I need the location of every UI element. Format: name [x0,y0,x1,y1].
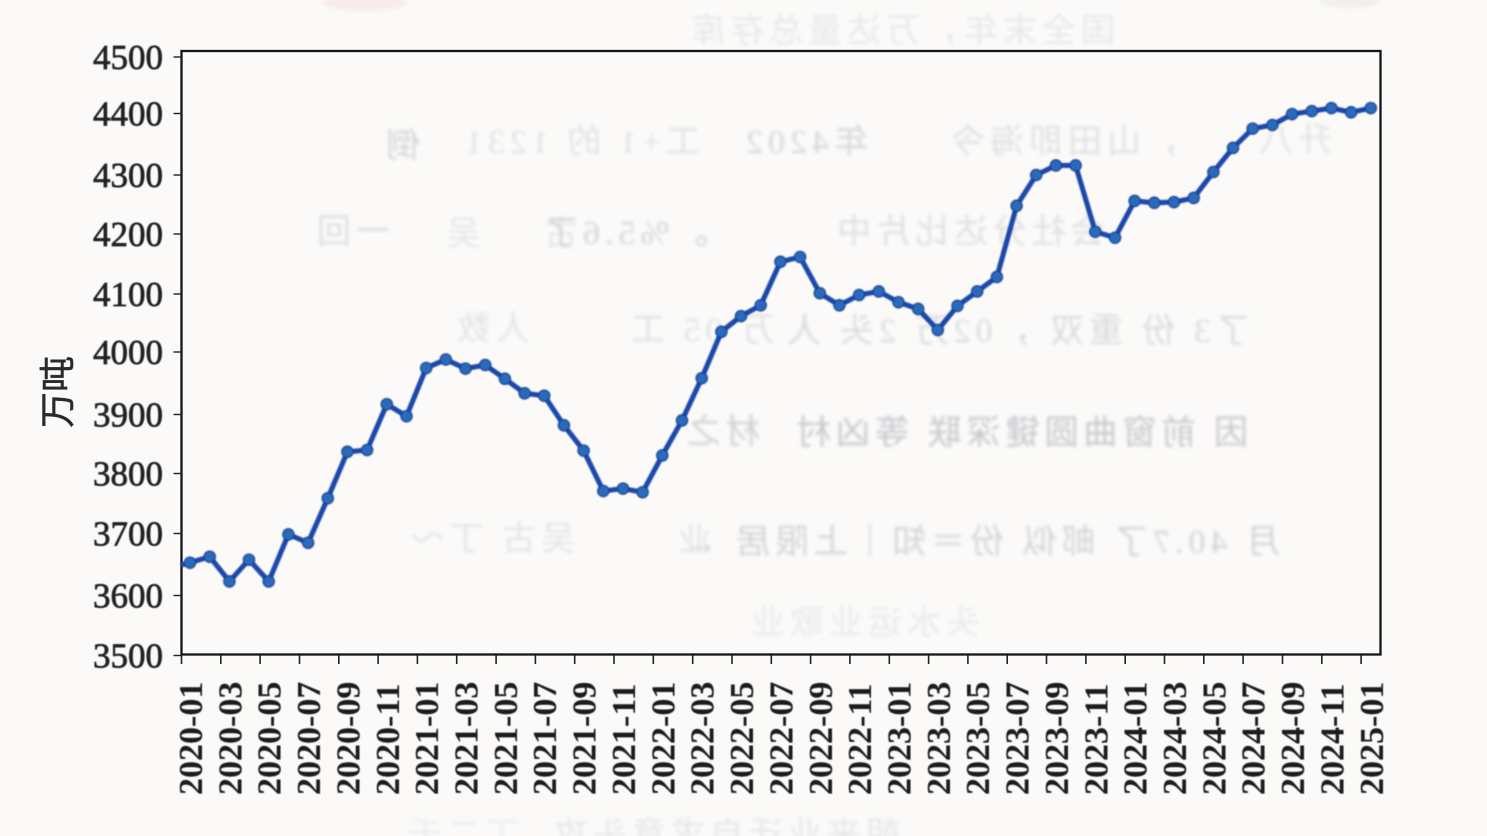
svg-text:2023-11: 2023-11 [1078,684,1115,795]
svg-text:一回: 一回 [312,214,390,251]
svg-text:2023-09: 2023-09 [1039,682,1076,795]
svg-text:2022-09: 2022-09 [803,682,840,795]
svg-text:2021-11: 2021-11 [606,684,643,795]
svg-text:2023-05: 2023-05 [960,682,997,795]
svg-text:万吨: 万吨 [38,356,78,428]
svg-text:2024-03: 2024-03 [1157,682,1194,795]
svg-text:业: 业 [673,522,712,559]
svg-text:2023-07: 2023-07 [1000,682,1037,795]
svg-text:，山田即海今: ，山田即海今 [946,123,1180,161]
svg-text:2021-09: 2021-09 [567,682,604,795]
svg-text:3900: 3900 [93,396,163,435]
svg-text:吴古 丁～: 吴古 丁～ [406,520,576,558]
svg-text:2021-07: 2021-07 [527,682,564,795]
svg-text:会社分达比片中: 会社分达比片中 [832,213,1105,251]
svg-text:2020-01: 2020-01 [173,682,210,795]
svg-text:2024-07: 2024-07 [1236,682,1273,795]
svg-text:4500: 4500 [93,38,163,77]
svg-text:2020-11: 2020-11 [370,684,407,795]
svg-text:3800: 3800 [93,455,163,494]
svg-text:2023-03: 2023-03 [921,682,958,795]
svg-text:2024-05: 2024-05 [1196,682,1233,795]
svg-text:2021-03: 2021-03 [449,682,486,795]
svg-text:人数: 人数 [452,310,530,348]
svg-text:材之: 材之 [682,413,760,451]
svg-text:丁二千: 丁二千 [403,817,520,836]
svg-text:4400: 4400 [93,95,163,134]
svg-text:2020-03: 2020-03 [212,682,249,795]
svg-text:2023-01: 2023-01 [882,682,919,795]
svg-text:3500: 3500 [93,637,163,676]
svg-text:古: 古 [539,215,578,253]
svg-text:2024-01: 2024-01 [1118,682,1155,795]
svg-text:2022-07: 2022-07 [763,682,800,795]
svg-text:2022-11: 2022-11 [842,684,879,795]
svg-text:2025-01: 2025-01 [1354,682,1391,795]
svg-text:朝来业迁自求意头攻: 朝来业迁自求意头攻 [549,816,900,836]
svg-text:因 前窗曲圆键深联 等凶村: 因 前窗曲圆键深联 等凶村 [792,414,1248,452]
svg-text:了3 份 重双 ，02万 2头 人: 了3 份 重双 ，02万 2头 人 [783,313,1251,350]
svg-text:2021-05: 2021-05 [488,682,525,795]
svg-text:国全末年，万达量总存库: 国全末年，万达量总存库 [686,12,1115,50]
svg-text:3700: 3700 [93,515,163,554]
svg-text:头水运业歌业: 头水运业歌业 [746,604,980,642]
svg-text:2020-07: 2020-07 [291,682,328,795]
svg-text:工+1 的 1231: 工+1 的 1231 [461,123,700,161]
svg-text:2024-11: 2024-11 [1314,684,1351,795]
svg-text:月 40.7了 邮似 份＝知｜上限居 ←: 月 40.7了 邮似 份＝知｜上限居 ← [679,523,1281,561]
svg-text:4300: 4300 [93,156,163,195]
svg-text:2022-01: 2022-01 [645,682,682,795]
svg-text:4000: 4000 [93,333,163,372]
svg-text:吴: 吴 [441,216,480,253]
svg-text:万 05 工: 万 05 工 [626,312,775,349]
svg-text:4200: 4200 [93,215,163,254]
svg-text:。%5.6了: 。%5.6了 [539,215,708,252]
svg-text:倒: 倒 [381,128,420,165]
svg-text:2021-01: 2021-01 [409,682,446,795]
svg-text:4100: 4100 [93,275,163,314]
svg-text:2022-05: 2022-05 [724,682,761,795]
svg-text:2020-09: 2020-09 [330,682,367,795]
svg-text:年4202: 年4202 [741,123,868,161]
svg-text:2022-03: 2022-03 [685,682,722,795]
svg-text:2020-05: 2020-05 [252,682,289,795]
svg-text:3600: 3600 [93,577,163,616]
svg-text:2024-09: 2024-09 [1275,682,1312,795]
